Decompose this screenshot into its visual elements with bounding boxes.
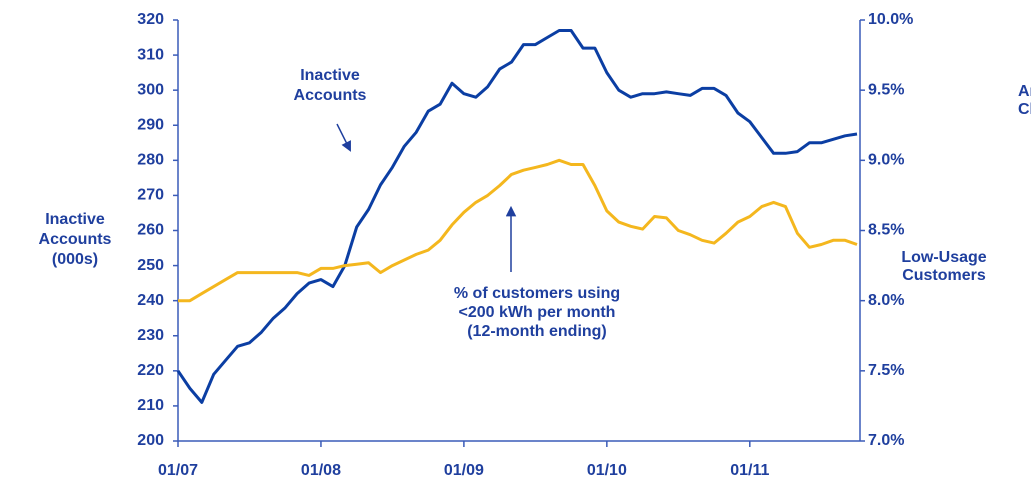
y2-tick-label: 9.0%: [868, 152, 904, 169]
y-tick-label: 210: [137, 397, 164, 414]
y2-tick-label: 10.0%: [868, 11, 913, 28]
x-tick-label: 01/07: [158, 462, 198, 479]
y-tick-label: 260: [137, 222, 164, 239]
y-tick-label: 250: [137, 257, 164, 274]
annotation: <200 kWh per month: [459, 304, 616, 321]
y-tick-label: 320: [137, 11, 164, 28]
y-axis-label: Accounts: [39, 231, 112, 248]
y-tick-label: 200: [137, 432, 164, 449]
y-axis-label: Inactive: [45, 211, 105, 228]
y-tick-label: 240: [137, 292, 164, 309]
y2-axis-label: Customers: [902, 267, 986, 284]
y-tick-label: 280: [137, 152, 164, 169]
y-tick-label: 290: [137, 116, 164, 133]
y-tick-label: 270: [137, 187, 164, 204]
y2-axis-label-clipped: Ch: [1018, 101, 1031, 118]
annotation: Inactive: [300, 67, 360, 84]
y-axis-label: (000s): [52, 251, 98, 268]
x-tick-label: 01/10: [587, 462, 627, 479]
line-series: [176, 29, 858, 404]
y2-tick-label: 9.5%: [868, 81, 904, 98]
y2-tick-label: 7.5%: [868, 362, 904, 379]
annotation: Accounts: [294, 87, 367, 104]
y-tick-label: 220: [137, 362, 164, 379]
line-series: [178, 158, 858, 303]
x-tick-label: 01/11: [730, 462, 769, 479]
y-tick-label: 310: [137, 46, 164, 63]
y2-tick-label: 7.0%: [868, 432, 904, 449]
x-tick-label: 01/08: [301, 462, 341, 479]
x-tick-label: 01/09: [444, 462, 484, 479]
y2-axis-label-clipped: An: [1018, 83, 1031, 100]
annotation: % of customers using: [454, 285, 620, 302]
y2-tick-label: 8.0%: [868, 292, 904, 309]
annotation: (12-month ending): [467, 323, 607, 340]
y2-tick-label: 8.5%: [868, 222, 904, 239]
arrow: [336, 123, 351, 152]
y-tick-label: 300: [137, 81, 164, 98]
y-tick-label: 230: [137, 327, 164, 344]
y2-axis-label: Low-Usage: [901, 249, 986, 266]
